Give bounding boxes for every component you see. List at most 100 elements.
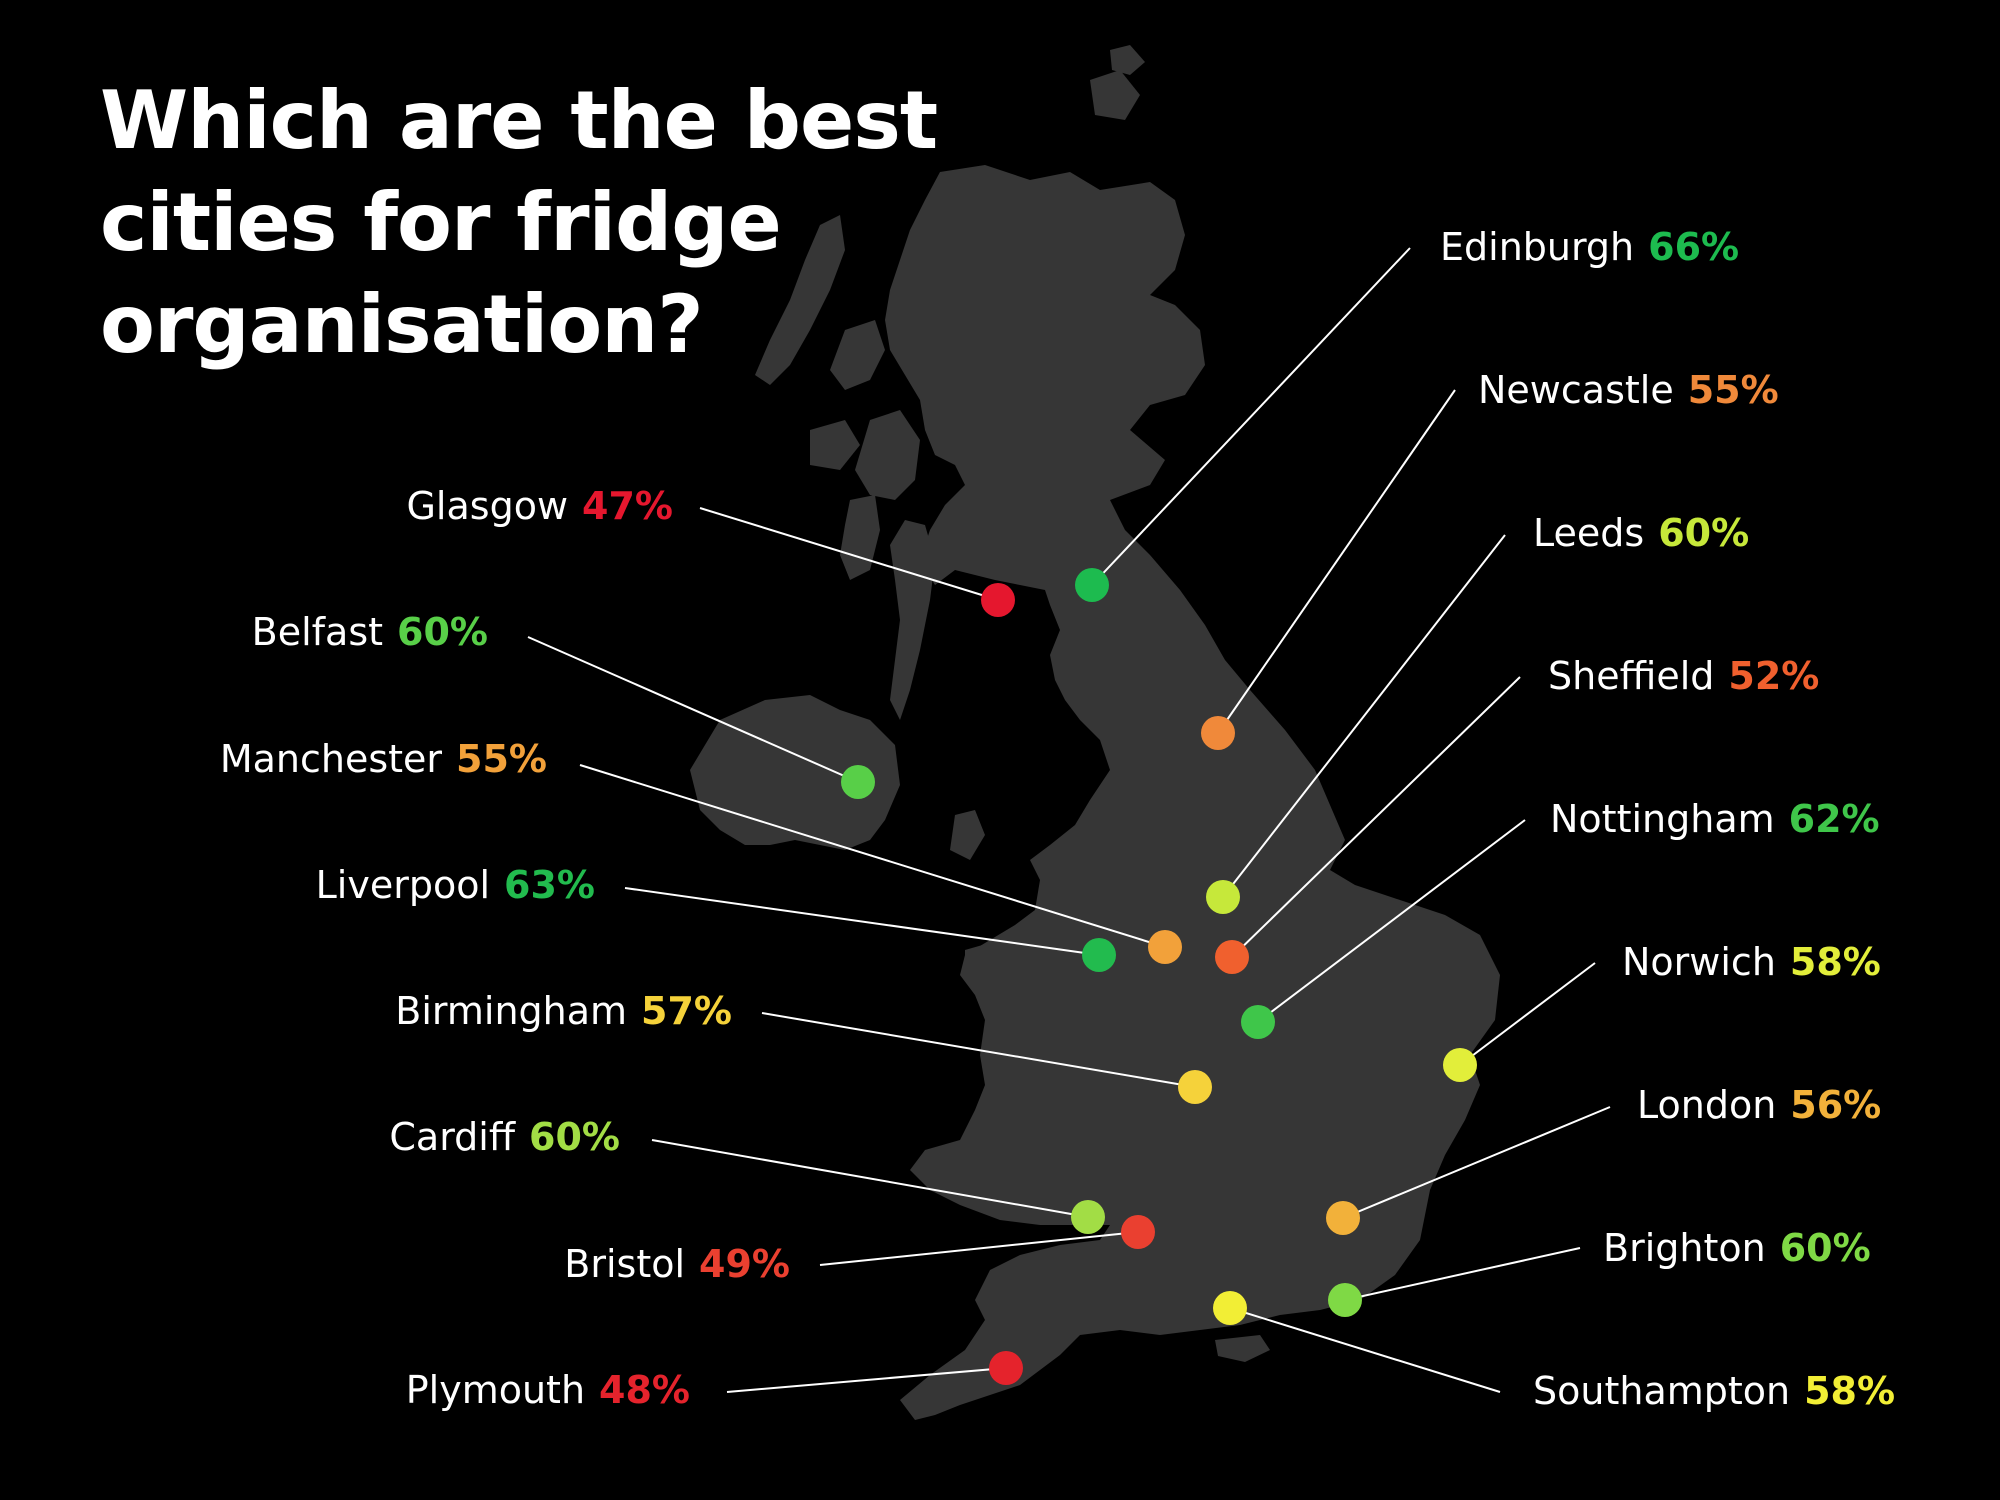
city-name: Southampton xyxy=(1533,1369,1790,1413)
city-name: London xyxy=(1637,1083,1776,1127)
isle-of-wight xyxy=(1215,1335,1270,1362)
city-name: Manchester xyxy=(220,737,443,781)
outer-hebrides xyxy=(755,215,845,385)
city-label-liverpool: Liverpool 63% xyxy=(316,863,595,907)
marker-belfast xyxy=(841,765,875,799)
city-labels-left: Glasgow 47% Belfast 60% Manchester 55% Live… xyxy=(220,484,790,1412)
page-title-line: Which are the best xyxy=(100,74,938,167)
marker-norwich xyxy=(1443,1048,1477,1082)
isle-of-mull xyxy=(810,420,860,470)
city-percentage: 56% xyxy=(1790,1083,1881,1127)
city-label-belfast: Belfast 60% xyxy=(252,610,488,654)
leader-line-southampton xyxy=(1229,1307,1501,1393)
marker-edinburgh xyxy=(1075,568,1109,602)
city-name: Norwich xyxy=(1622,940,1776,984)
city-label-bristol: Bristol 49% xyxy=(564,1242,790,1286)
leader-line-brighton xyxy=(1344,1247,1581,1301)
city-label-southampton: Southampton 58% xyxy=(1533,1369,1895,1413)
marker-brighton xyxy=(1328,1283,1362,1317)
city-percentage: 58% xyxy=(1790,940,1881,984)
leader-line-belfast xyxy=(527,636,859,783)
city-percentage: 55% xyxy=(1688,368,1779,412)
leader-line-newcastle xyxy=(1217,389,1456,734)
marker-birmingham xyxy=(1178,1070,1212,1104)
city-name: Plymouth xyxy=(406,1368,585,1412)
leader-lines xyxy=(527,247,1611,1393)
city-label-london: London 56% xyxy=(1637,1083,1881,1127)
marker-nottingham xyxy=(1241,1005,1275,1039)
leader-line-plymouth xyxy=(726,1367,1007,1393)
leader-line-sheffield xyxy=(1231,676,1521,958)
city-label-glasgow: Glasgow 47% xyxy=(406,484,673,528)
leader-line-leeds xyxy=(1222,534,1506,898)
marker-manchester xyxy=(1148,930,1182,964)
city-label-newcastle: Newcastle 55% xyxy=(1478,368,1779,412)
city-label-norwich: Norwich 58% xyxy=(1622,940,1881,984)
city-percentage: 55% xyxy=(456,737,547,781)
city-name: Edinburgh xyxy=(1440,225,1634,269)
leader-line-glasgow xyxy=(699,507,999,601)
city-percentage: 52% xyxy=(1728,654,1819,698)
city-percentage: 60% xyxy=(529,1115,620,1159)
city-percentage: 48% xyxy=(599,1368,690,1412)
marker-southampton xyxy=(1213,1291,1247,1325)
leader-line-liverpool xyxy=(624,887,1100,956)
leader-line-cardiff xyxy=(651,1139,1089,1218)
leader-line-norwich xyxy=(1459,962,1596,1066)
land-layer xyxy=(690,45,1500,1420)
orkney-islands xyxy=(1090,70,1140,120)
marker-glasgow xyxy=(981,583,1015,617)
great-britain-landmass xyxy=(885,165,1500,1420)
city-percentage: 66% xyxy=(1648,225,1739,269)
page-title-line: organisation? xyxy=(100,278,704,371)
city-name: Sheffield xyxy=(1548,654,1714,698)
marker-bristol xyxy=(1121,1215,1155,1249)
city-markers xyxy=(841,568,1477,1385)
marker-leeds xyxy=(1206,880,1240,914)
city-percentage: 62% xyxy=(1789,797,1880,841)
page-title: Which are the best cities for fridge org… xyxy=(100,70,938,376)
marker-sheffield xyxy=(1215,940,1249,974)
city-name: Nottingham xyxy=(1550,797,1775,841)
city-name: Cardiff xyxy=(389,1115,515,1159)
leader-line-nottingham xyxy=(1257,819,1526,1023)
leader-line-london xyxy=(1342,1106,1611,1219)
city-name: Glasgow xyxy=(406,484,568,528)
west-highlands-coast xyxy=(855,410,920,500)
city-percentage: 47% xyxy=(582,484,673,528)
city-name: Liverpool xyxy=(316,863,490,907)
marker-cardiff xyxy=(1071,1200,1105,1234)
city-name: Belfast xyxy=(252,610,383,654)
marker-plymouth xyxy=(989,1351,1023,1385)
city-label-birmingham: Birmingham 57% xyxy=(395,989,732,1033)
city-name: Birmingham xyxy=(395,989,627,1033)
northern-ireland-landmass xyxy=(690,695,900,850)
city-name: Bristol xyxy=(564,1242,685,1286)
city-percentage: 58% xyxy=(1804,1369,1895,1413)
shetland-islands xyxy=(1110,45,1145,75)
city-percentage: 60% xyxy=(397,610,488,654)
isle-of-skye xyxy=(830,320,885,390)
city-label-sheffield: Sheffield 52% xyxy=(1548,654,1819,698)
city-label-nottingham: Nottingham 62% xyxy=(1550,797,1880,841)
city-percentage: 60% xyxy=(1780,1226,1871,1270)
city-label-manchester: Manchester 55% xyxy=(220,737,547,781)
city-name: Brighton xyxy=(1603,1226,1766,1270)
leader-line-manchester xyxy=(579,764,1166,948)
city-label-cardiff: Cardiff 60% xyxy=(389,1115,620,1159)
city-name: Newcastle xyxy=(1478,368,1674,412)
city-percentage: 63% xyxy=(504,863,595,907)
leader-line-bristol xyxy=(819,1231,1139,1266)
city-label-brighton: Brighton 60% xyxy=(1603,1226,1871,1270)
city-label-plymouth: Plymouth 48% xyxy=(406,1368,690,1412)
kintyre-peninsula xyxy=(890,520,935,720)
marker-newcastle xyxy=(1201,716,1235,750)
page-title-line: cities for fridge xyxy=(100,176,782,269)
city-percentage: 60% xyxy=(1658,511,1749,555)
leader-line-edinburgh xyxy=(1091,247,1411,586)
marker-london xyxy=(1326,1201,1360,1235)
islay-jura xyxy=(840,495,880,580)
leader-line-birmingham xyxy=(761,1012,1196,1088)
